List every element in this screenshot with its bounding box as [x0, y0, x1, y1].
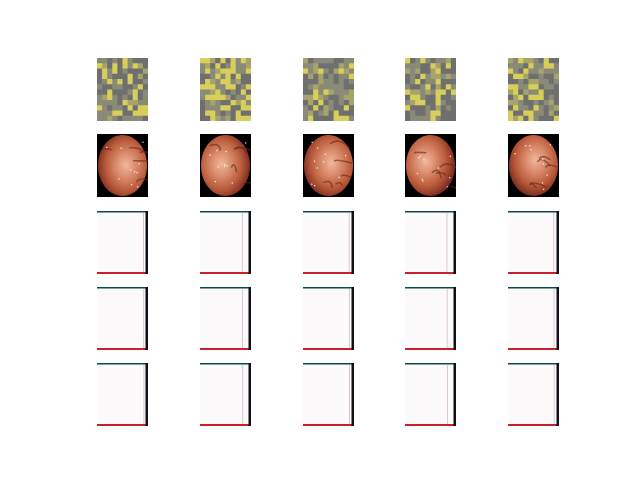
panel-map-r3-c4	[405, 211, 456, 274]
panel-map-r3-c3	[303, 211, 354, 274]
panel-map-r3-c2	[200, 211, 251, 274]
panel-map-r5-c3	[303, 363, 354, 426]
map-image	[97, 363, 148, 426]
endoscopy-image	[405, 134, 456, 197]
map-image	[97, 211, 148, 274]
panel-endoscopy-r2-c3	[303, 134, 354, 197]
endoscopy-image	[200, 134, 251, 197]
panel-map-r4-c5	[508, 287, 559, 350]
map-image	[200, 211, 251, 274]
map-image	[97, 287, 148, 350]
panel-map-r4-c4	[405, 287, 456, 350]
map-image	[405, 211, 456, 274]
panel-map-r3-c1	[97, 211, 148, 274]
map-image	[200, 363, 251, 426]
noise-image	[508, 58, 559, 121]
panel-endoscopy-r2-c2	[200, 134, 251, 197]
panel-noise-r1-c2	[200, 58, 251, 121]
noise-image	[200, 58, 251, 121]
map-image	[405, 287, 456, 350]
panel-noise-r1-c5	[508, 58, 559, 121]
panel-map-r4-c2	[200, 287, 251, 350]
map-image	[303, 363, 354, 426]
map-image	[303, 211, 354, 274]
panel-map-r3-c5	[508, 211, 559, 274]
map-image	[508, 363, 559, 426]
panel-noise-r1-c4	[405, 58, 456, 121]
panel-endoscopy-r2-c5	[508, 134, 559, 197]
noise-image	[303, 58, 354, 121]
panel-map-r4-c1	[97, 287, 148, 350]
noise-image	[405, 58, 456, 121]
panel-map-r5-c4	[405, 363, 456, 426]
endoscopy-image	[508, 134, 559, 197]
map-image	[508, 287, 559, 350]
panel-map-r5-c5	[508, 363, 559, 426]
panel-map-r4-c3	[303, 287, 354, 350]
panel-endoscopy-r2-c1	[97, 134, 148, 197]
panel-map-r5-c1	[97, 363, 148, 426]
panel-noise-r1-c3	[303, 58, 354, 121]
panel-noise-r1-c1	[97, 58, 148, 121]
map-image	[405, 363, 456, 426]
noise-image	[97, 58, 148, 121]
panel-endoscopy-r2-c4	[405, 134, 456, 197]
map-image	[508, 211, 559, 274]
map-image	[303, 287, 354, 350]
map-image	[200, 287, 251, 350]
endoscopy-image	[97, 134, 148, 197]
panel-map-r5-c2	[200, 363, 251, 426]
endoscopy-image	[303, 134, 354, 197]
